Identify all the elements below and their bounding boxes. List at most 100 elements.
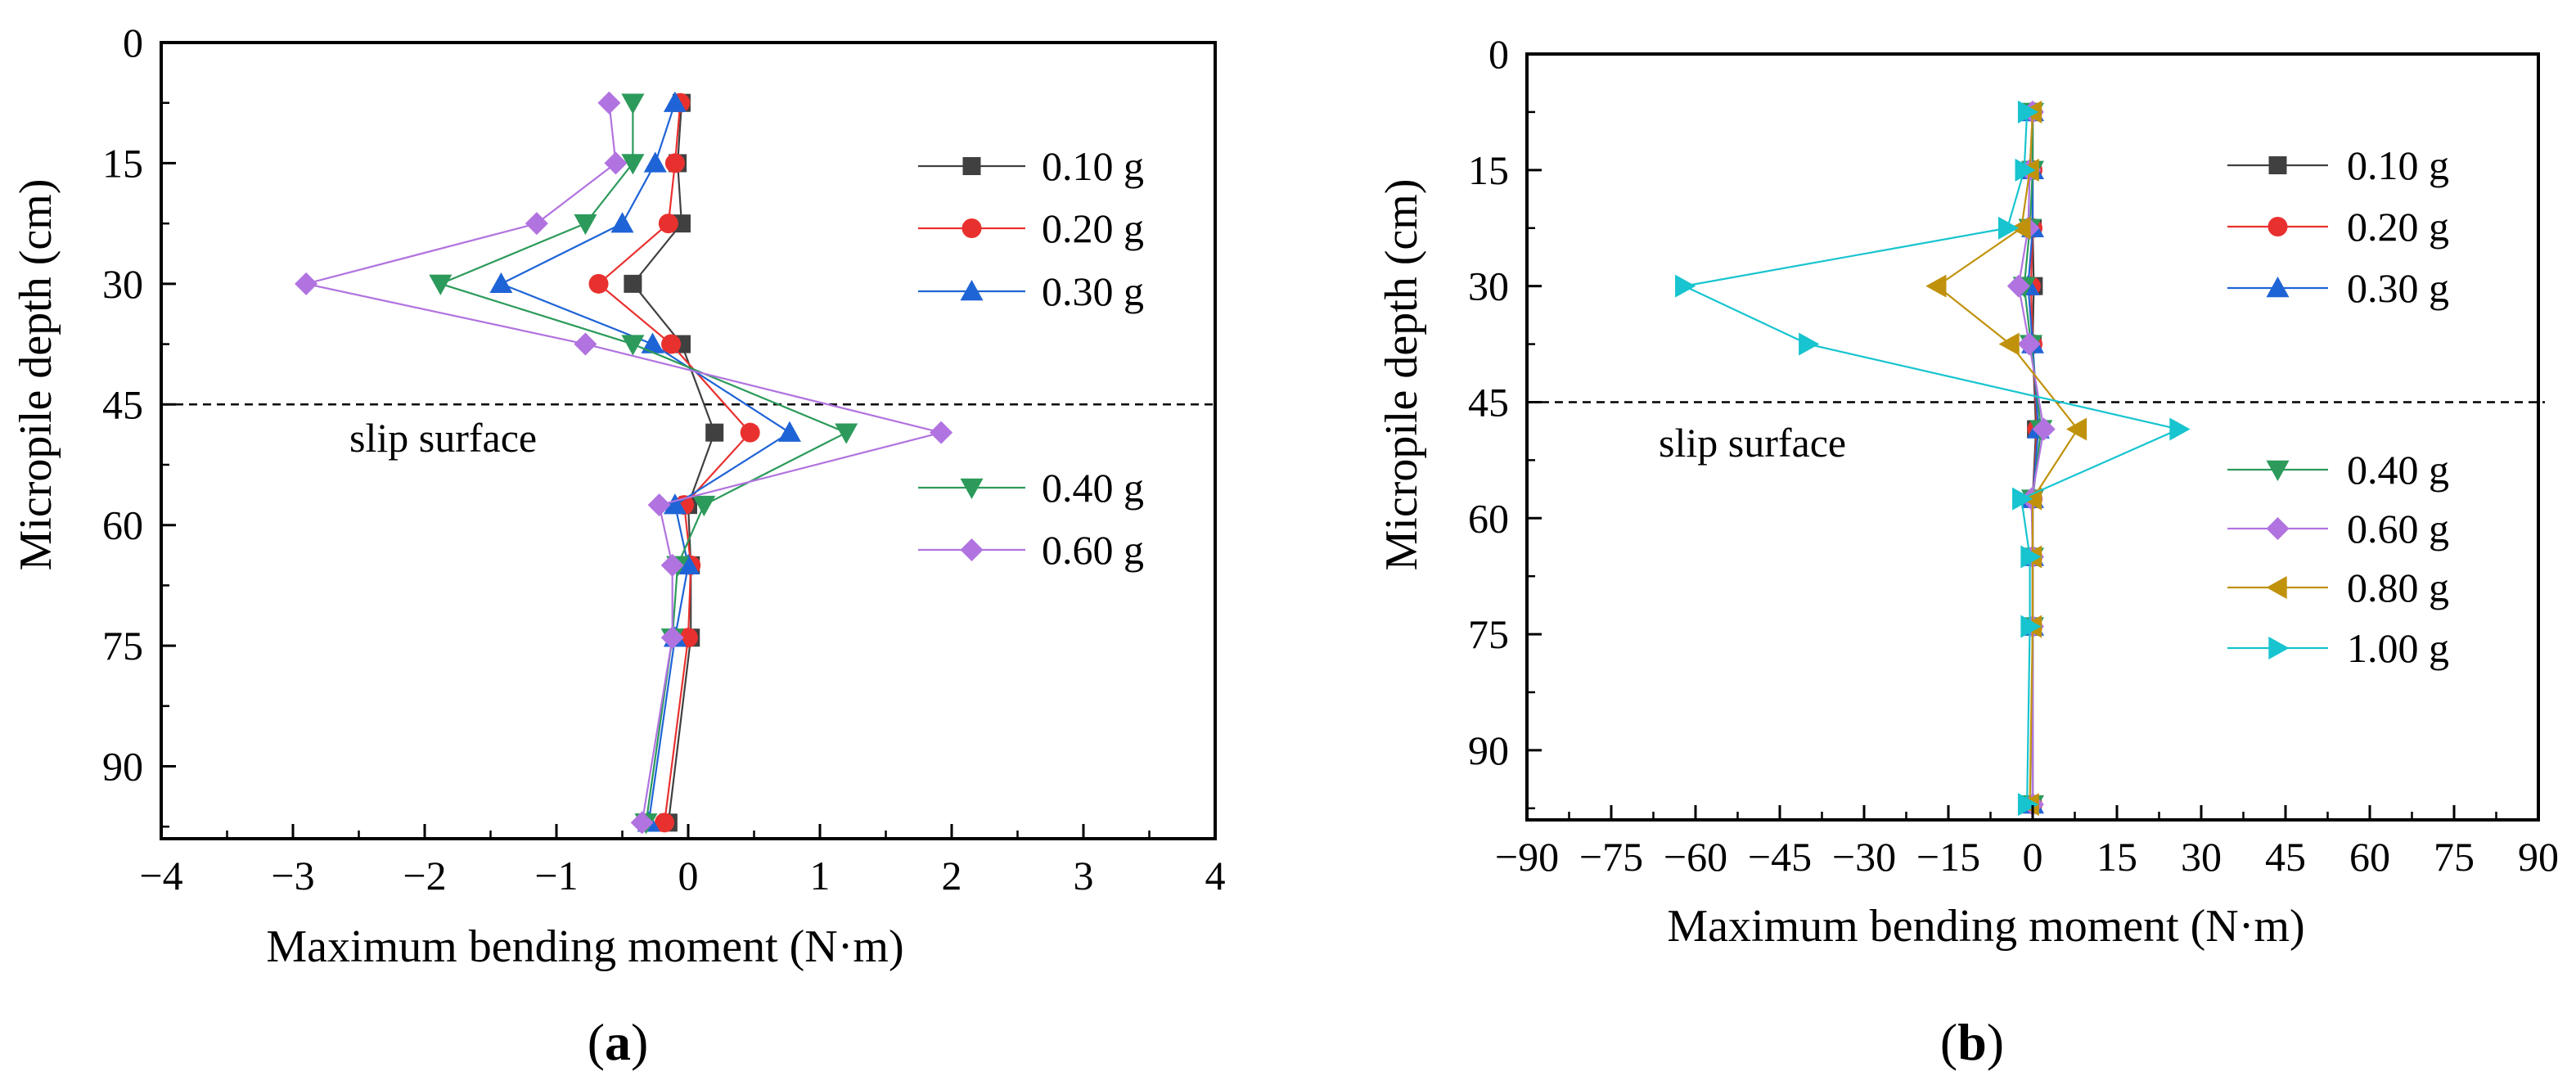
x-tick-label: 30: [2181, 834, 2222, 880]
data-point: [1925, 274, 1947, 298]
data-point: [588, 273, 609, 294]
data-point: [2010, 216, 2031, 240]
data-point: [930, 421, 953, 444]
x-tick-label: −3: [271, 853, 314, 898]
y-tick-label: 45: [1468, 379, 1509, 425]
x-tick-label: −45: [1748, 834, 1812, 880]
legend-marker: [960, 478, 984, 499]
series-line: [597, 102, 752, 823]
y-tick-label: 90: [1468, 727, 1509, 773]
legend-label: 0.80 g: [2347, 565, 2449, 610]
series-line: [1935, 111, 2079, 805]
y-tick-label: 15: [102, 140, 143, 186]
legend-item: 0.10 g: [918, 143, 1144, 189]
data-point: [2020, 615, 2042, 638]
panel-b: slip surface 0 15 30 45 60 75 90 −90 −75 −60 −45 −30…: [1376, 31, 2559, 1071]
series-1-00-g: [1675, 100, 2191, 817]
data-point: [641, 332, 664, 353]
legend-item: 0.30 g: [2227, 265, 2449, 311]
legend-label: 0.40 g: [2347, 447, 2449, 493]
data-point: [1799, 332, 1820, 356]
data-point: [655, 813, 675, 833]
y-axis-title: Micropile depth (cm): [11, 179, 61, 571]
y-tick-label: 30: [1468, 263, 1509, 309]
data-point: [2017, 332, 2041, 356]
data-point: [2015, 158, 2036, 182]
data-point: [658, 214, 678, 234]
x-tick-label: 2: [942, 853, 962, 898]
x-tick-label: −75: [1579, 834, 1643, 880]
legend-marker: [960, 538, 984, 561]
legend-item: 0.60 g: [2227, 506, 2449, 552]
legend-label: 0.60 g: [2347, 506, 2449, 552]
legend-item: 0.30 g: [918, 268, 1144, 314]
y-tick-label: 60: [102, 502, 143, 548]
data-point: [2012, 487, 2033, 511]
series-line: [1681, 111, 2182, 805]
data-point: [777, 421, 801, 442]
y-axis-title: Micropile depth (cm): [1376, 179, 1427, 571]
legend-marker: [2266, 517, 2290, 540]
x-tick-label: −60: [1664, 834, 1727, 880]
x-tick-label: 75: [2434, 834, 2475, 880]
data-point: [643, 151, 667, 173]
legend-label: 0.30 g: [2347, 265, 2449, 311]
legend-marker: [2268, 217, 2288, 236]
y-tick-label: 60: [1468, 495, 1509, 541]
y-tick-label: 15: [1468, 147, 1509, 193]
legend-item: 0.40 g: [918, 465, 1144, 511]
legend-item: 0.60 g: [918, 527, 1144, 573]
x-axis-title: Maximum bending moment (N·m): [266, 921, 903, 972]
data-point: [2169, 417, 2191, 441]
legend-label: 0.60 g: [1042, 527, 1144, 573]
data-point: [630, 811, 654, 835]
series-line: [498, 102, 792, 823]
legend-label: 0.20 g: [1042, 205, 1144, 251]
y-tick-label: 90: [102, 744, 143, 790]
legend-marker: [2266, 277, 2290, 298]
data-point: [2017, 793, 2039, 817]
x-tick-label: 45: [2265, 834, 2306, 880]
x-tick-label: 90: [2518, 834, 2559, 880]
legend-label: 0.10 g: [1042, 143, 1144, 189]
data-point: [295, 272, 318, 295]
x-tick-label: 0: [2023, 834, 2043, 880]
data-point: [429, 274, 453, 295]
series-0-30-g: [489, 91, 801, 832]
legend-item: 0.20 g: [918, 205, 1144, 251]
series-0-10-g: [2024, 102, 2046, 814]
data-point: [677, 553, 700, 575]
data-point: [2017, 100, 2039, 124]
series-0-20-g: [588, 92, 760, 833]
y-tick-label: 0: [1488, 31, 1509, 77]
legend-label: 0.10 g: [2347, 142, 2449, 188]
data-point: [574, 214, 597, 236]
x-tick-label: −30: [1832, 834, 1896, 880]
x-tick-label: −4: [139, 853, 182, 898]
legend-marker: [2266, 460, 2290, 481]
data-point: [740, 422, 760, 443]
series-line: [438, 102, 849, 823]
x-tick-label: −1: [534, 853, 578, 898]
x-tick-label: 4: [1205, 853, 1226, 898]
y-tick-label: 75: [1468, 611, 1509, 657]
y-tick-label: 30: [102, 261, 143, 307]
series-0-80-g: [1925, 100, 2087, 817]
slip-surface-label: slip surface: [349, 415, 537, 461]
legend-marker: [960, 280, 984, 301]
legend-item: 0.40 g: [2227, 447, 2449, 493]
data-point: [2065, 417, 2087, 441]
data-point: [621, 93, 645, 115]
x-tick-label: −90: [1495, 834, 1559, 880]
data-point: [1675, 274, 1696, 298]
data-point: [1997, 216, 2020, 240]
legend-label: 1.00 g: [2347, 625, 2449, 671]
data-point: [664, 153, 685, 173]
legend-label: 0.20 g: [2347, 204, 2449, 250]
legend-marker: [2268, 156, 2287, 174]
legend-marker: [961, 218, 982, 238]
data-point: [489, 272, 513, 294]
legend-label: 0.30 g: [1042, 268, 1144, 314]
data-point: [1998, 332, 2020, 356]
